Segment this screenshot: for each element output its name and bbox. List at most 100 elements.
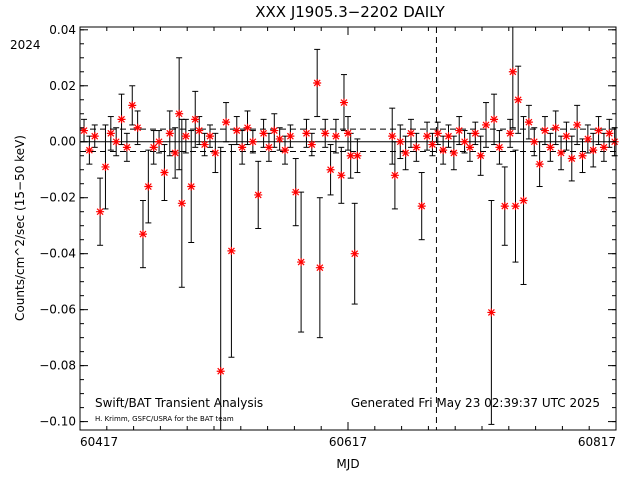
data-point — [297, 258, 306, 267]
data-point — [331, 132, 340, 141]
data-point — [187, 182, 196, 191]
x-tick-label: 60617 — [329, 435, 367, 449]
data-point — [106, 129, 115, 138]
data-point — [286, 132, 295, 141]
data-point — [96, 207, 105, 216]
data-point — [238, 143, 247, 152]
data-point — [270, 126, 279, 135]
data-point — [396, 137, 405, 146]
data-points — [80, 67, 619, 376]
data-point — [128, 101, 137, 110]
data-point — [557, 148, 566, 157]
data-point — [444, 132, 453, 141]
data-point — [583, 134, 592, 143]
x-tick-label: 60817 — [578, 435, 616, 449]
data-point — [216, 367, 225, 376]
data-point — [562, 132, 571, 141]
data-point — [594, 126, 603, 135]
y-axis: 0.04 0.02 0.00 −0.02 −0.04 −0.06 −0.08 −0.10 — [39, 23, 616, 429]
data-point — [149, 143, 158, 152]
error-bars — [81, 27, 618, 430]
data-point — [412, 143, 421, 152]
data-point — [321, 129, 330, 138]
data-point — [264, 143, 273, 152]
data-point — [171, 148, 180, 157]
data-point — [514, 95, 523, 104]
plot-frame — [79, 26, 617, 431]
data-point — [243, 123, 252, 132]
data-point — [530, 137, 539, 146]
data-point — [222, 118, 231, 127]
data-point — [307, 140, 316, 149]
data-point — [195, 126, 204, 135]
data-point — [211, 148, 220, 157]
data-point — [101, 162, 110, 171]
data-point — [605, 129, 614, 138]
data-point — [254, 190, 263, 199]
data-point — [281, 146, 290, 155]
data-point — [138, 230, 147, 239]
data-point — [112, 137, 121, 146]
data-point — [177, 199, 186, 208]
data-point — [165, 129, 174, 138]
data-point — [500, 202, 509, 211]
data-point — [460, 137, 469, 146]
data-point — [508, 67, 517, 76]
data-point — [326, 165, 335, 174]
data-point — [417, 202, 426, 211]
data-point — [144, 182, 153, 191]
y-tick-label: 0.00 — [49, 135, 76, 149]
data-point — [248, 137, 257, 146]
y-tick-label: −0.04 — [39, 247, 76, 261]
data-point — [259, 129, 268, 138]
y-tick-label: −0.08 — [39, 359, 76, 373]
data-point — [449, 148, 458, 157]
data-point — [490, 115, 499, 124]
data-point — [232, 126, 241, 135]
data-point — [495, 143, 504, 152]
data-point — [181, 132, 190, 141]
x-axis-label: MJD — [336, 457, 359, 471]
data-point — [567, 154, 576, 163]
data-point — [337, 171, 346, 180]
data-point — [511, 202, 520, 211]
data-point — [344, 129, 352, 138]
data-point — [133, 123, 142, 132]
data-point — [205, 132, 214, 141]
data-point — [589, 146, 598, 155]
reference-lines — [80, 27, 616, 430]
data-point — [227, 246, 236, 255]
data-point — [353, 151, 362, 160]
data-point — [346, 151, 355, 160]
data-point — [155, 137, 164, 146]
year-label: 2024 — [10, 38, 41, 52]
data-point — [302, 129, 311, 138]
data-point — [388, 132, 397, 141]
y-tick-label: −0.10 — [39, 415, 76, 429]
y-axis-label: Counts/cm^2/sec (15−50 keV) — [13, 135, 27, 321]
data-point — [551, 123, 560, 132]
data-point — [390, 171, 399, 180]
credit-text: H. Krimm, GSFC/USRA for the BAT team — [95, 415, 234, 423]
data-point — [540, 126, 549, 135]
data-point — [175, 109, 184, 118]
data-point — [350, 249, 359, 258]
data-point — [401, 148, 410, 157]
footer-right: Generated Fri May 23 02:39:37 UTC 2025 — [351, 396, 600, 410]
data-point — [80, 126, 89, 135]
data-point — [122, 143, 131, 152]
data-point — [191, 115, 200, 124]
y-tick-label: −0.06 — [39, 303, 76, 317]
data-point — [578, 151, 587, 160]
data-point — [506, 129, 515, 138]
data-point — [487, 308, 496, 317]
data-point — [439, 146, 448, 155]
data-point — [85, 146, 94, 155]
data-point — [465, 143, 474, 152]
data-point — [476, 151, 485, 160]
footer-left: Swift/BAT Transient Analysis — [95, 396, 263, 410]
y-tick-label: 0.02 — [49, 79, 76, 93]
data-point — [519, 196, 528, 205]
data-point — [160, 168, 169, 177]
